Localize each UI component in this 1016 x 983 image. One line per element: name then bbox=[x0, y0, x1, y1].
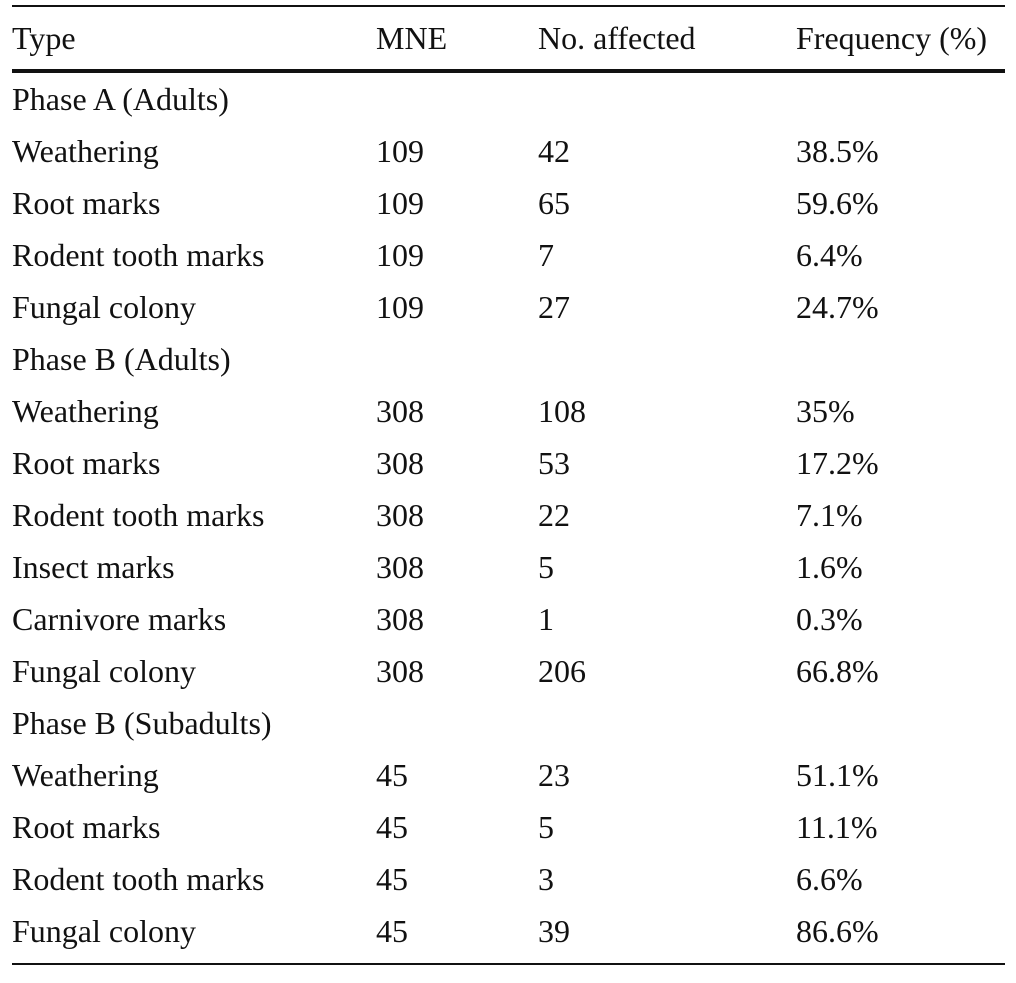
table-row: Root marks 45 5 11.1% bbox=[12, 801, 1005, 853]
cell-no-affected: 42 bbox=[538, 133, 570, 169]
table-row: Weathering 308 108 35% bbox=[12, 385, 1005, 437]
cell-mne: 308 bbox=[376, 653, 424, 689]
cell-frequency: 86.6% bbox=[796, 913, 879, 949]
cell-mne: 109 bbox=[376, 133, 424, 169]
table-row: Rodent tooth marks 45 3 6.6% bbox=[12, 853, 1005, 905]
cell-mne: 45 bbox=[376, 809, 408, 845]
cell-mne: 45 bbox=[376, 757, 408, 793]
cell-no-affected: 39 bbox=[538, 913, 570, 949]
cell-frequency: 0.3% bbox=[796, 601, 863, 637]
header-row: Type MNE No. affected Frequency (%) bbox=[12, 7, 1005, 69]
table-row: Weathering 45 23 51.1% bbox=[12, 749, 1005, 801]
cell-no-affected: 7 bbox=[538, 237, 554, 273]
cell-mne: 45 bbox=[376, 861, 408, 897]
cell-frequency: 51.1% bbox=[796, 757, 879, 793]
table-row: Rodent tooth marks 109 7 6.4% bbox=[12, 229, 1005, 281]
taphonomy-table: Type MNE No. affected Frequency (%) Phas… bbox=[12, 5, 1005, 965]
table-row: Fungal colony 308 206 66.8% bbox=[12, 645, 1005, 697]
section-row: Phase B (Adults) bbox=[12, 333, 1005, 385]
section-label: Phase B (Adults) bbox=[12, 341, 231, 377]
cell-type: Rodent tooth marks bbox=[12, 497, 265, 533]
cell-frequency: 6.6% bbox=[796, 861, 863, 897]
cell-type: Carnivore marks bbox=[12, 601, 227, 637]
table-row: Rodent tooth marks 308 22 7.1% bbox=[12, 489, 1005, 541]
column-header-frequency: Frequency (%) bbox=[796, 20, 988, 56]
section-row: Phase B (Subadults) bbox=[12, 697, 1005, 749]
cell-no-affected: 27 bbox=[538, 289, 570, 325]
cell-type: Rodent tooth marks bbox=[12, 861, 265, 897]
table-body: Phase A (Adults) Weathering 109 42 38.5%… bbox=[12, 73, 1005, 957]
cell-mne: 308 bbox=[376, 549, 424, 585]
data-table: Type MNE No. affected Frequency (%) bbox=[12, 7, 1005, 69]
cell-type: Weathering bbox=[12, 757, 159, 793]
cell-no-affected: 5 bbox=[538, 549, 554, 585]
cell-mne: 109 bbox=[376, 185, 424, 221]
cell-frequency: 1.6% bbox=[796, 549, 863, 585]
cell-frequency: 7.1% bbox=[796, 497, 863, 533]
cell-type: Rodent tooth marks bbox=[12, 237, 265, 273]
table-bottom-rule bbox=[12, 963, 1005, 965]
section-label: Phase A (Adults) bbox=[12, 81, 229, 117]
table-row: Fungal colony 109 27 24.7% bbox=[12, 281, 1005, 333]
cell-frequency: 59.6% bbox=[796, 185, 879, 221]
cell-type: Root marks bbox=[12, 809, 161, 845]
cell-mne: 308 bbox=[376, 393, 424, 429]
column-header-no-affected: No. affected bbox=[538, 20, 696, 56]
cell-mne: 308 bbox=[376, 445, 424, 481]
cell-no-affected: 1 bbox=[538, 601, 554, 637]
data-table-body: Phase A (Adults) Weathering 109 42 38.5%… bbox=[12, 73, 1005, 957]
cell-frequency: 38.5% bbox=[796, 133, 879, 169]
cell-type: Fungal colony bbox=[12, 653, 196, 689]
table-top-rule bbox=[12, 5, 1005, 7]
cell-mne: 308 bbox=[376, 601, 424, 637]
cell-no-affected: 65 bbox=[538, 185, 570, 221]
cell-frequency: 11.1% bbox=[796, 809, 878, 845]
cell-frequency: 35% bbox=[796, 393, 855, 429]
column-header-mne: MNE bbox=[376, 20, 448, 56]
cell-frequency: 66.8% bbox=[796, 653, 879, 689]
section-label: Phase B (Subadults) bbox=[12, 705, 272, 741]
cell-mne: 109 bbox=[376, 289, 424, 325]
cell-no-affected: 206 bbox=[538, 653, 586, 689]
cell-no-affected: 5 bbox=[538, 809, 554, 845]
table-row: Carnivore marks 308 1 0.3% bbox=[12, 593, 1005, 645]
cell-frequency: 17.2% bbox=[796, 445, 879, 481]
cell-mne: 45 bbox=[376, 913, 408, 949]
cell-frequency: 6.4% bbox=[796, 237, 863, 273]
cell-type: Insect marks bbox=[12, 549, 175, 585]
column-header-type: Type bbox=[12, 20, 76, 56]
cell-no-affected: 108 bbox=[538, 393, 586, 429]
section-row: Phase A (Adults) bbox=[12, 73, 1005, 125]
table-row: Insect marks 308 5 1.6% bbox=[12, 541, 1005, 593]
cell-type: Root marks bbox=[12, 185, 161, 221]
cell-mne: 308 bbox=[376, 497, 424, 533]
cell-no-affected: 23 bbox=[538, 757, 570, 793]
table-row: Fungal colony 45 39 86.6% bbox=[12, 905, 1005, 957]
table-row: Root marks 308 53 17.2% bbox=[12, 437, 1005, 489]
cell-no-affected: 3 bbox=[538, 861, 554, 897]
cell-type: Root marks bbox=[12, 445, 161, 481]
cell-type: Weathering bbox=[12, 133, 159, 169]
cell-no-affected: 53 bbox=[538, 445, 570, 481]
cell-type: Fungal colony bbox=[12, 913, 196, 949]
cell-no-affected: 22 bbox=[538, 497, 570, 533]
cell-type: Fungal colony bbox=[12, 289, 196, 325]
cell-frequency: 24.7% bbox=[796, 289, 879, 325]
table-row: Root marks 109 65 59.6% bbox=[12, 177, 1005, 229]
table-row: Weathering 109 42 38.5% bbox=[12, 125, 1005, 177]
cell-type: Weathering bbox=[12, 393, 159, 429]
header-rule bbox=[12, 69, 1005, 73]
cell-mne: 109 bbox=[376, 237, 424, 273]
